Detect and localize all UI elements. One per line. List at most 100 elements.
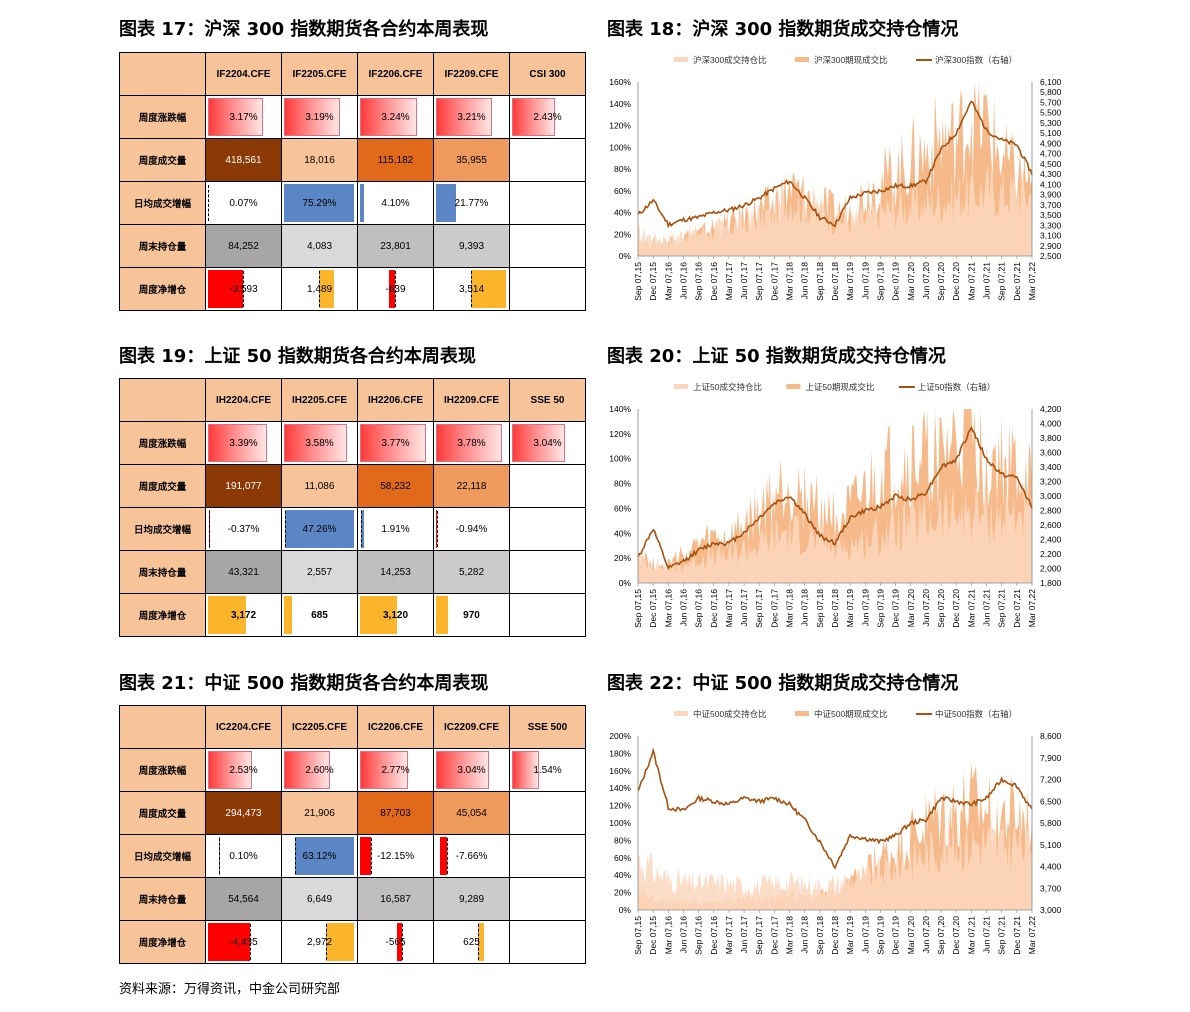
- table-cell: 9,289: [433, 877, 510, 921]
- zero-line: [208, 185, 209, 221]
- cell-box: [510, 508, 585, 550]
- x-tick-label: Jun 07,21: [982, 916, 992, 954]
- cell-box: 63.12%: [282, 835, 357, 877]
- cell-value: -0.94%: [455, 523, 488, 535]
- x-tick-label: Jun 07,18: [800, 916, 810, 954]
- cell-value: 87,703: [380, 807, 411, 819]
- y-tick-label-right: 4,900: [1040, 138, 1062, 148]
- cell-box: [510, 594, 585, 636]
- x-tick-label: Dec 07,21: [1012, 589, 1022, 628]
- row-header: 周度净增仓: [119, 267, 206, 311]
- cell-value: [510, 792, 585, 834]
- y-tick-label-left: 80%: [614, 835, 631, 845]
- data-bar: [512, 98, 555, 136]
- cell-box: 0.10%: [206, 835, 281, 877]
- cell-value: -4,435: [229, 936, 258, 948]
- cell-box: 5,282: [434, 551, 509, 593]
- x-tick-label: Jun 07,16: [678, 916, 688, 954]
- cell-box: 3.24%: [358, 96, 433, 138]
- x-tick-label: Dec 07,21: [1012, 262, 1022, 301]
- data-bar: [208, 751, 253, 789]
- zero-line: [325, 924, 327, 960]
- table-cell: 2.53%: [205, 748, 282, 792]
- legend-swatch: [795, 57, 809, 62]
- x-tick-label: Sep 07,18: [815, 589, 825, 628]
- cell-value: 3.04%: [533, 437, 562, 449]
- cell-value: [510, 225, 585, 267]
- x-tick-label: Sep 07,20: [936, 589, 946, 628]
- x-tick-label: Jun 07,20: [921, 916, 931, 954]
- cell-value: 1,489: [306, 283, 333, 295]
- x-tick-label: Mar 07,21: [966, 589, 976, 628]
- column-header: IC2204.CFE: [205, 705, 282, 749]
- data-bar: [208, 596, 246, 634]
- table-cell: 3.17%: [205, 95, 282, 139]
- y-tick-label-right: 5,100: [1040, 840, 1062, 850]
- legend-label: 中证500指数（右轴）: [935, 709, 1017, 719]
- x-tick-label: Dec 07,16: [709, 262, 719, 301]
- data-bar: [436, 424, 503, 462]
- zero-line: [401, 924, 403, 960]
- x-tick-label: Mar 07,18: [785, 916, 795, 955]
- cell-value: 2.60%: [305, 764, 334, 776]
- y-tick-label-right: 3,700: [1040, 883, 1062, 893]
- cell-box: 3,172: [206, 594, 281, 636]
- cell-value: 45,054: [456, 807, 487, 819]
- cell-value: 3.19%: [305, 111, 334, 123]
- table-cell: 22,118: [433, 464, 510, 508]
- legend-label: 沪深300成交持仓比: [693, 55, 767, 65]
- table-cell: 685: [281, 593, 358, 637]
- table-17: IF2204.CFE IF2205.CFE IF2206.CFE IF2209.CFE…: [119, 52, 586, 311]
- zero-line: [319, 271, 321, 307]
- x-tick-label: Sep 07,15: [633, 589, 643, 628]
- y-tick-label-left: 20%: [614, 229, 631, 239]
- x-tick-label: Sep 07,16: [694, 916, 704, 955]
- x-tick-label: Sep 07,16: [694, 589, 704, 628]
- x-tick-label: Dec 07,21: [1012, 916, 1022, 955]
- y-tick-label-left: 20%: [614, 888, 631, 898]
- x-tick-label: Mar 07,18: [785, 262, 795, 301]
- y-tick-label-right: 4,500: [1040, 159, 1062, 169]
- table-cell: 4,083: [281, 224, 358, 268]
- cell-box: 11,086: [282, 465, 357, 507]
- table-cell: -0.94%: [433, 507, 510, 551]
- cell-box: 2.60%: [282, 749, 357, 791]
- x-tick-label: Dec 07,20: [951, 916, 961, 955]
- cell-box: 35,955: [434, 139, 509, 181]
- table-row: 周度涨跌幅 3.39% 3.58% 3.77% 3.78% 3.04%: [119, 421, 586, 465]
- table-cell: 45,054: [433, 791, 510, 835]
- data-bar: [440, 837, 448, 875]
- x-tick-label: Mar 07,21: [966, 916, 976, 955]
- cell-value: 54,564: [228, 893, 259, 905]
- column-header: IC2209.CFE: [433, 705, 510, 749]
- table-cell: [509, 877, 586, 921]
- cell-box: -12.15%: [358, 835, 433, 877]
- table-cell: 16,587: [357, 877, 434, 921]
- data-bar: [436, 98, 493, 136]
- x-tick-label: Jun 07,21: [982, 589, 992, 627]
- table-row: 周度成交量 191,077 11,086 58,232 22,118: [119, 464, 586, 508]
- table-cell: -0.37%: [205, 507, 282, 551]
- cell-box: [510, 139, 585, 181]
- y-tick-label-left: 160%: [609, 766, 631, 776]
- legend-swatch: [674, 384, 688, 389]
- table-cell: 63.12%: [281, 834, 358, 878]
- x-tick-label: Dec 07,18: [830, 589, 840, 628]
- cell-box: 58,232: [358, 465, 433, 507]
- x-tick-label: Mar 07,19: [845, 262, 855, 301]
- cell-value: [510, 268, 585, 310]
- cell-value: 3,120: [382, 609, 409, 621]
- column-header: IF2205.CFE: [281, 52, 358, 96]
- legend-swatch: [674, 57, 688, 62]
- x-tick-label: Dec 07,16: [709, 916, 719, 955]
- cell-value: 58,232: [380, 480, 411, 492]
- column-header: IH2204.CFE: [205, 378, 282, 422]
- table-row: 周度净增仓 3,172 685 3,120 970: [119, 593, 586, 637]
- row-header: 周度涨跌幅: [119, 95, 206, 139]
- cell-box: 22,118: [434, 465, 509, 507]
- cell-value: [510, 139, 585, 181]
- table-cell: 1.91%: [357, 507, 434, 551]
- y-tick-label-right: 5,100: [1040, 128, 1062, 138]
- cell-value: [510, 182, 585, 224]
- chart-20: 上证50成交持仓比 上证50期现成交比 上证50指数（右轴） 0% 20% 40% 60% 8…: [609, 382, 1061, 628]
